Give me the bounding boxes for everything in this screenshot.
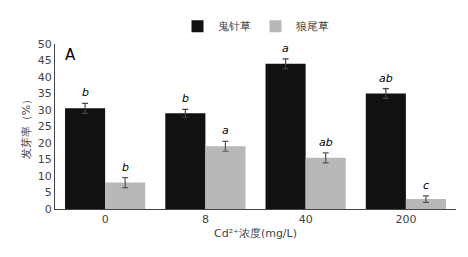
svg-text:狼尾草: 狼尾草 xyxy=(296,20,329,33)
svg-text:30: 30 xyxy=(38,104,52,117)
svg-text:20: 20 xyxy=(38,137,52,150)
svg-text:50: 50 xyxy=(38,38,52,51)
svg-text:40: 40 xyxy=(38,71,52,84)
svg-text:b: b xyxy=(122,161,129,174)
svg-text:35: 35 xyxy=(38,87,52,100)
svg-text:8: 8 xyxy=(202,213,209,226)
svg-text:发芽率（%）: 发芽率（%） xyxy=(20,94,33,159)
svg-text:5: 5 xyxy=(45,186,52,199)
svg-text:200: 200 xyxy=(395,213,416,226)
svg-text:c: c xyxy=(423,179,429,192)
svg-text:a: a xyxy=(282,42,289,55)
svg-text:ab: ab xyxy=(319,136,333,149)
svg-text:15: 15 xyxy=(38,153,52,166)
svg-text:25: 25 xyxy=(38,120,52,133)
svg-text:10: 10 xyxy=(38,170,52,183)
svg-text:Cd²⁺浓度(mg/L): Cd²⁺浓度(mg/L) xyxy=(214,227,297,240)
svg-text:40: 40 xyxy=(299,213,313,226)
svg-text:0: 0 xyxy=(45,203,52,216)
svg-text:ab: ab xyxy=(379,72,393,85)
svg-text:b: b xyxy=(82,86,89,99)
svg-text:A: A xyxy=(65,46,76,64)
svg-text:鬼针草: 鬼针草 xyxy=(218,20,251,33)
svg-text:45: 45 xyxy=(38,54,52,67)
svg-text:b: b xyxy=(182,92,189,105)
svg-text:0: 0 xyxy=(102,213,109,226)
svg-text:a: a xyxy=(222,124,229,137)
